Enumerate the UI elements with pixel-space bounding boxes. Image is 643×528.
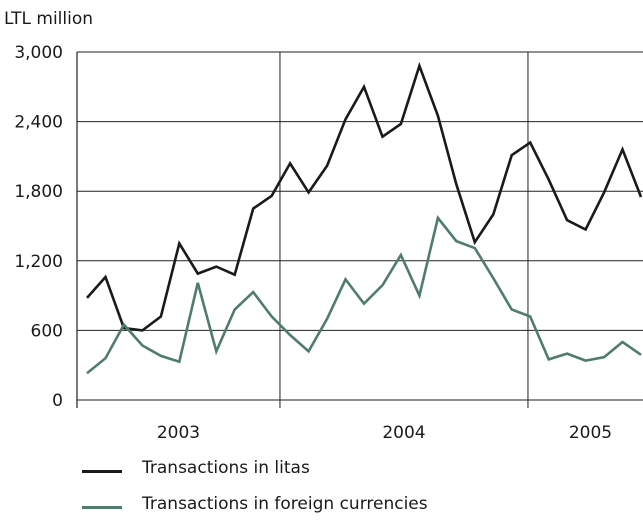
y-tick-label: 1,800 xyxy=(14,182,63,202)
y-tick-label: 1,200 xyxy=(14,252,63,272)
series-line-foreign-currencies xyxy=(87,218,641,373)
x-tick-label: 2005 xyxy=(569,423,612,443)
y-axis-unit-label: LTL million xyxy=(4,9,93,29)
series-line-litas xyxy=(87,66,641,331)
x-axis: 2003 2004 2005 xyxy=(77,52,612,443)
y-tick-label: 0 xyxy=(52,391,63,411)
line-chart: 0 600 1,200 1,800 2,400 3,000 2003 2004 2005 xyxy=(0,0,643,455)
y-axis-tick-labels: 0 600 1,200 1,800 2,400 3,000 xyxy=(14,43,63,411)
chart-gridlines xyxy=(77,52,643,408)
x-tick-label: 2003 xyxy=(157,423,200,443)
legend-label-foreign-currencies: Transactions in foreign currencies xyxy=(142,494,428,514)
legend-swatch-litas xyxy=(82,470,122,473)
y-tick-label: 600 xyxy=(31,321,63,341)
x-tick-label: 2004 xyxy=(382,423,425,443)
legend-label-litas: Transactions in litas xyxy=(142,458,310,478)
legend-swatch-foreign-currencies xyxy=(82,506,122,509)
y-tick-label: 2,400 xyxy=(14,113,63,133)
y-tick-label: 3,000 xyxy=(14,43,63,63)
chart-series xyxy=(87,66,641,374)
